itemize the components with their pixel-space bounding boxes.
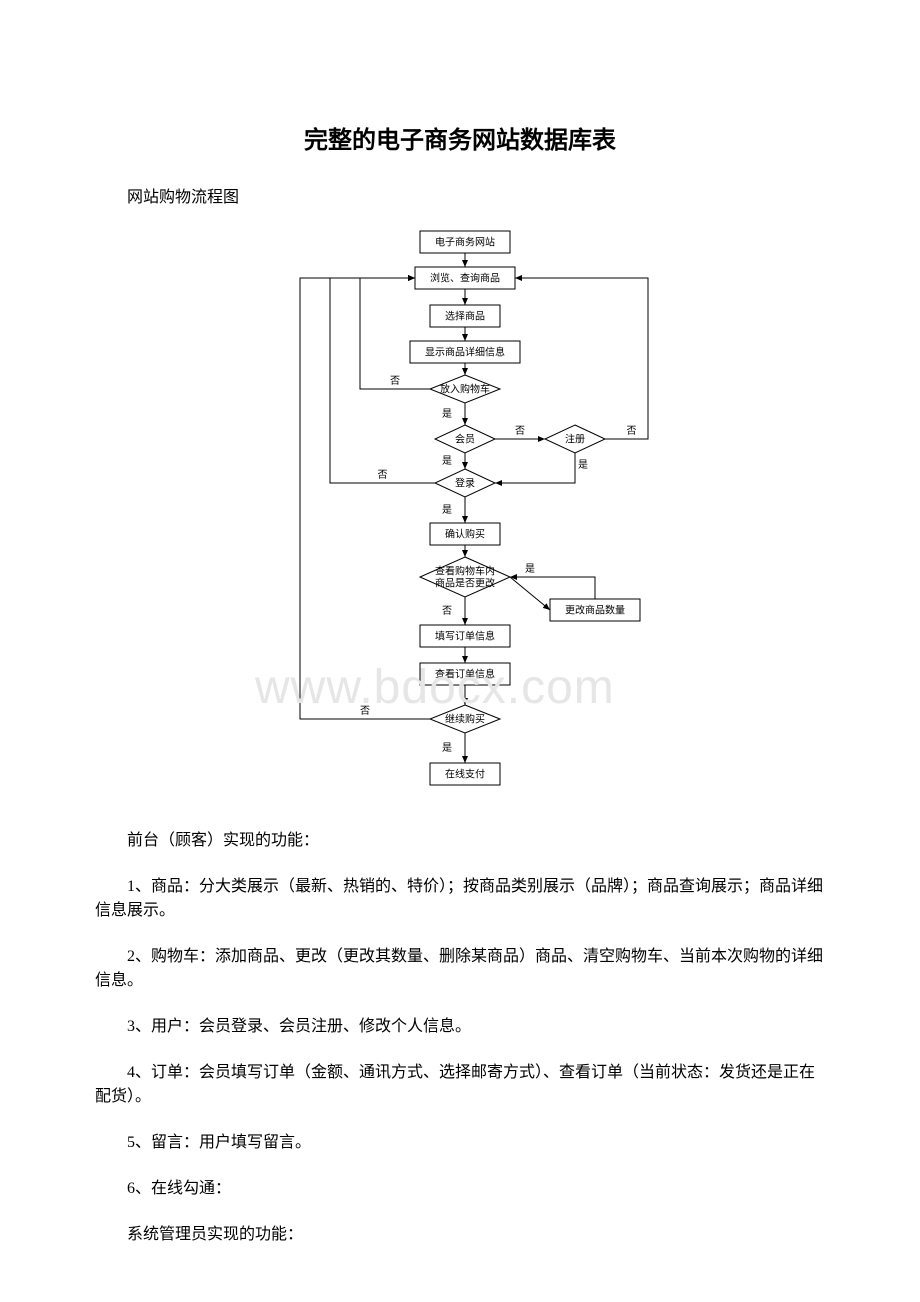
svg-text:是: 是: [525, 563, 535, 575]
para-intro: 前台（顾客）实现的功能：: [95, 829, 825, 853]
svg-text:确认购买: 确认购买: [445, 528, 485, 541]
svg-text:登录: 登录: [455, 477, 475, 490]
flowchart-caption: 网站购物流程图: [95, 183, 825, 207]
svg-text:否: 否: [627, 425, 637, 437]
svg-text:放入购物车: 放入购物车: [440, 383, 490, 396]
svg-text:否: 否: [442, 605, 452, 617]
para-4: 4、订单：会员填写订单（金额、通讯方式、选择邮寄方式）、查看订单（当前状态：发货…: [95, 1061, 825, 1109]
svg-text:浏览、查询商品: 浏览、查询商品: [430, 272, 500, 285]
flowchart-svg: 是否否是否是是否是否是否电子商务网站浏览、查询商品选择商品显示商品详细信息放入购…: [260, 221, 660, 807]
svg-text:在线支付: 在线支付: [445, 768, 485, 781]
svg-text:是: 是: [442, 408, 452, 420]
svg-text:填写订单信息: 填写订单信息: [435, 630, 495, 643]
svg-text:否: 否: [390, 375, 400, 387]
para-admin: 系统管理员实现的功能：: [95, 1223, 825, 1247]
svg-text:查看订单信息: 查看订单信息: [435, 668, 495, 681]
para-3: 3、用户：会员登录、会员注册、修改个人信息。: [95, 1015, 825, 1039]
page-title: 完整的电子商务网站数据库表: [95, 120, 825, 155]
svg-text:会员: 会员: [455, 433, 475, 446]
svg-text:选择商品: 选择商品: [445, 310, 485, 323]
svg-text:是: 是: [442, 455, 452, 467]
svg-text:查看购物车内: 查看购物车内: [435, 565, 495, 578]
svg-text:继续购买: 继续购买: [445, 713, 485, 726]
flowchart-container: 是否否是否是是否是否是否电子商务网站浏览、查询商品选择商品显示商品详细信息放入购…: [260, 221, 660, 807]
para-6: 6、在线勾通：: [95, 1177, 825, 1201]
svg-text:更改商品数量: 更改商品数量: [565, 604, 625, 617]
body-text: 前台（顾客）实现的功能： 1、商品：分大类展示（最新、热销的、特价）；按商品类别…: [95, 829, 825, 1247]
svg-text:是: 是: [578, 459, 588, 471]
para-5: 5、留言：用户填写留言。: [95, 1131, 825, 1155]
svg-text:电子商务网站: 电子商务网站: [435, 236, 495, 249]
svg-text:注册: 注册: [565, 433, 585, 446]
svg-text:否: 否: [515, 425, 525, 437]
svg-text:是: 是: [442, 504, 452, 516]
para-1: 1、商品：分大类展示（最新、热销的、特价）；按商品类别展示（品牌）；商品查询展示…: [95, 875, 825, 923]
svg-text:显示商品详细信息: 显示商品详细信息: [425, 346, 505, 359]
svg-text:是: 是: [442, 742, 452, 754]
para-2: 2、购物车：添加商品、更改（更改其数量、删除某商品）商品、清空购物车、当前本次购…: [95, 945, 825, 993]
svg-text:否: 否: [360, 705, 370, 717]
svg-text:商品是否更改: 商品是否更改: [435, 577, 495, 590]
svg-text:否: 否: [378, 469, 388, 481]
